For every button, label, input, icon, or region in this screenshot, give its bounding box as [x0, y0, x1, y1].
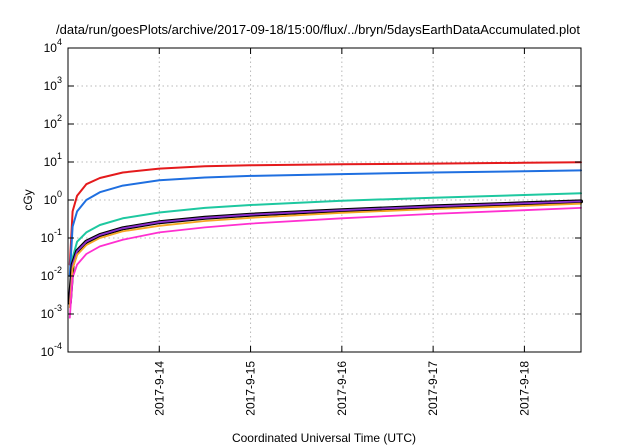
y-tick-label: 10-1: [41, 227, 62, 245]
series-line-4: [67, 199, 583, 305]
x-tick-label: 2017-9-15: [244, 361, 258, 416]
x-tick-label: 2017-9-17: [426, 361, 440, 416]
y-tick-label: 10-4: [41, 341, 62, 359]
chart-title: /data/run/goesPlots/archive/2017-09-18/1…: [56, 22, 580, 37]
series-line-1: [68, 161, 582, 266]
x-tick-label: 2017-9-14: [152, 361, 166, 416]
y-tick-label: 101: [44, 151, 62, 169]
y-tick-label: 10-2: [41, 265, 62, 283]
y-axis-label: cGy: [21, 189, 35, 210]
x-axis-label: Coordinated Universal Time (UTC): [232, 431, 416, 445]
series-line-3: [68, 192, 582, 297]
y-tick-label: 103: [44, 75, 62, 93]
series-line-5: [68, 200, 582, 304]
x-tick-label: 2017-9-16: [335, 361, 349, 416]
grid-lines: [68, 48, 581, 352]
y-tick-label: 104: [44, 37, 62, 55]
series-line-2: [68, 169, 582, 277]
y-tick-label: 100: [44, 189, 62, 207]
y-tick-label: 10-3: [41, 303, 62, 321]
series-line-6: [68, 202, 582, 309]
series-layer: [67, 161, 583, 319]
series-line-7: [68, 207, 582, 319]
x-tick-label: 2017-9-18: [517, 361, 531, 416]
axes: 10-4 10-3 10-2 10-1 100 101 102 103 104 2017-9-14…: [41, 37, 581, 416]
y-tick-label: 102: [44, 113, 62, 131]
